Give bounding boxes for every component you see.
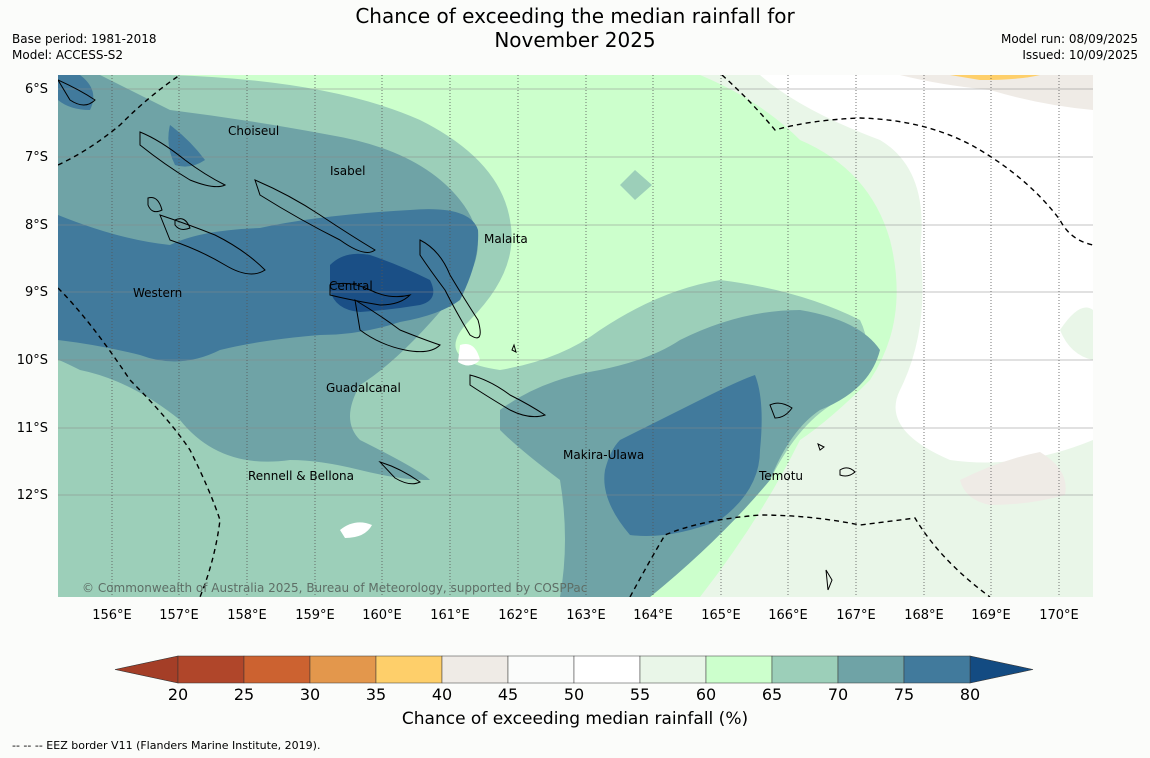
province-labels: Choiseul Isabel Malaita Western Central … [133, 124, 803, 483]
eez-border [58, 75, 1093, 597]
province-label-rennell-bellona: Rennell & Bellona [248, 469, 354, 483]
colorbar-segment [507, 655, 575, 684]
colorbar-over-arrow [969, 655, 1034, 684]
colorbar-tick-label: 40 [432, 685, 452, 704]
latitude-gridlines [58, 88, 1093, 496]
lat-label: 12°S [17, 488, 48, 503]
title-line-1: Chance of exceeding the median rainfall … [355, 4, 795, 28]
colorbar-under-arrow [114, 655, 179, 684]
province-label-makira-ulawa: Makira-Ulawa [563, 448, 644, 462]
lat-label: 7°S [25, 150, 48, 165]
colorbar-segment [441, 655, 509, 684]
lon-label: 170°E [1039, 608, 1079, 623]
colorbar-tick-label: 75 [894, 685, 914, 704]
colorbar-tick-label: 80 [960, 685, 980, 704]
latitude-labels: 6°S 7°S 8°S 9°S 10°S 11°S 12°S [17, 82, 48, 503]
colorbar-segment [771, 655, 839, 684]
colorbar-tick-label: 45 [498, 685, 518, 704]
eez-legend-note: -- -- -- EEZ border V11 (Flanders Marine… [12, 739, 321, 752]
lon-label: 156°E [92, 608, 132, 623]
lat-label: 6°S [25, 82, 48, 97]
colorbar-tick-label: 55 [630, 685, 650, 704]
colorbar-segment [705, 655, 773, 684]
colorbar-tick-label: 50 [564, 685, 584, 704]
colorbar-tick-labels: 20 25 30 35 40 45 50 55 60 65 70 75 80 [168, 685, 980, 704]
colorbar-segment [903, 655, 971, 684]
colorbar-tick-label: 70 [828, 685, 848, 704]
colorbar-tick-label: 30 [300, 685, 320, 704]
colorbar-segment [243, 655, 311, 684]
lon-label: 165°E [701, 608, 741, 623]
lon-label: 163°E [566, 608, 606, 623]
colorbar-tick-label: 25 [234, 685, 254, 704]
lat-label: 8°S [25, 218, 48, 233]
lon-label: 168°E [904, 608, 944, 623]
issued-date: Issued: 10/09/2025 [1022, 48, 1138, 62]
colorbar-tick-label: 65 [762, 685, 782, 704]
province-label-choiseul: Choiseul [228, 124, 279, 138]
colorbar-segment [639, 655, 707, 684]
base-period: Base period: 1981-2018 [12, 32, 157, 46]
title-line-2: November 2025 [494, 28, 656, 52]
colorbar-segment [573, 655, 641, 684]
model-name: Model: ACCESS-S2 [12, 48, 124, 62]
colorbar-segment [309, 655, 377, 684]
lat-label: 9°S [25, 285, 48, 300]
colorbar-segment [177, 655, 245, 684]
longitude-gridlines [111, 75, 1060, 597]
province-label-malaita: Malaita [484, 232, 528, 246]
lon-label: 164°E [633, 608, 673, 623]
lon-label: 169°E [971, 608, 1011, 623]
longitude-labels: 156°E 157°E 158°E 159°E 160°E 161°E 162°… [92, 608, 1079, 623]
lat-label: 11°S [17, 421, 48, 436]
lon-label: 161°E [430, 608, 470, 623]
model-run: Model run: 08/09/2025 [1000, 32, 1138, 46]
province-label-guadalcanal: Guadalcanal [326, 381, 401, 395]
lon-label: 166°E [768, 608, 808, 623]
lon-label: 159°E [295, 608, 335, 623]
province-label-isabel: Isabel [330, 164, 365, 178]
lat-label: 10°S [17, 353, 48, 368]
map-title: Chance of exceeding the median rainfall … [0, 4, 1150, 52]
copyright-notice: © Commonwealth of Australia 2025, Bureau… [82, 581, 587, 595]
meta-right: Model run: 08/09/2025 Issued: 10/09/2025 [1001, 31, 1138, 63]
province-label-central: Central [329, 279, 373, 293]
lon-label: 157°E [159, 608, 199, 623]
colorbar [114, 655, 1034, 684]
lon-label: 162°E [498, 608, 538, 623]
colorbar-segment [375, 655, 443, 684]
colorbar-title: Chance of exceeding median rainfall (%) [401, 709, 749, 729]
province-label-temotu: Temotu [758, 469, 803, 483]
colorbar-segment [837, 655, 905, 684]
coastlines [58, 79, 856, 591]
meta-left: Base period: 1981-2018 Model: ACCESS-S2 [12, 31, 157, 63]
lon-label: 167°E [836, 608, 876, 623]
lon-label: 160°E [362, 608, 402, 623]
colorbar-tick-label: 60 [696, 685, 716, 704]
colorbar-tick-label: 35 [366, 685, 386, 704]
colorbar-tick-label: 20 [168, 685, 188, 704]
lon-label: 158°E [227, 608, 267, 623]
province-label-western: Western [133, 286, 182, 300]
contour-fills [58, 75, 1093, 597]
